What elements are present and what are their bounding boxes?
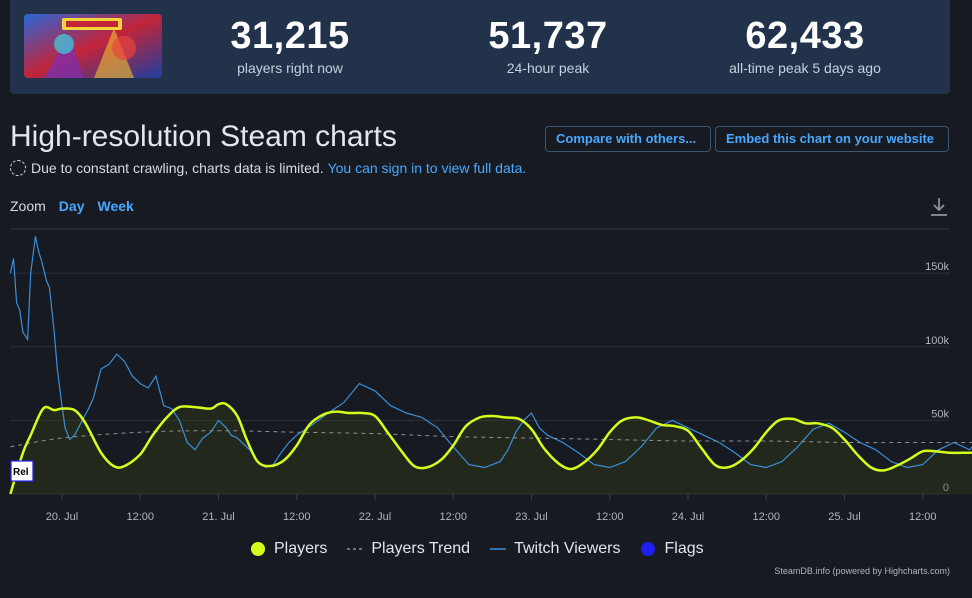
line-icon <box>490 548 507 550</box>
zoom-week-button[interactable]: Week <box>97 198 134 214</box>
stat-label: 24-hour peak <box>506 60 590 76</box>
x-tick-label: 23. Jul <box>515 511 547 523</box>
stat-label: players right now <box>237 60 343 76</box>
x-tick-label: 12:00 <box>283 511 311 523</box>
x-tick-label: 24. Jul <box>672 511 704 523</box>
embed-chart-button[interactable]: Embed this chart on your website <box>715 126 949 152</box>
game-thumbnail[interactable] <box>24 14 162 78</box>
legend-item-twitch-viewers[interactable]: Twitch Viewers <box>490 540 620 558</box>
zoom-day-button[interactable]: Day <box>58 198 85 214</box>
chart-legend: Players Players Trend Twitch Viewers Fla… <box>250 540 704 558</box>
players-area <box>10 403 972 494</box>
x-tick-label: 12:00 <box>596 511 624 523</box>
legend-label: Players <box>274 540 328 557</box>
zoom-label: Zoom <box>10 198 46 214</box>
compare-button[interactable]: Compare with others... <box>545 126 711 152</box>
legend-label: Flags <box>664 540 704 557</box>
legend-item-flags[interactable]: Flags <box>640 540 704 558</box>
chart-credit: SteamDB.info (powered by Highcharts.com) <box>774 566 950 576</box>
stat-current-players: 31,215 players right now <box>210 14 370 76</box>
chart-grid <box>10 228 950 500</box>
stats-header: 31,215 players right now 51,737 24-hour … <box>10 0 950 94</box>
legend-item-players-trend[interactable]: Players Trend <box>347 540 470 558</box>
dashed-circle-icon <box>10 160 26 176</box>
notice-text: Due to constant crawling, charts data is… <box>31 160 324 176</box>
players-line <box>9 401 972 495</box>
players-marker-icon <box>251 542 265 556</box>
x-tick-label: 25. Jul <box>828 511 860 523</box>
sign-in-link[interactable]: You can sign in to view full data. <box>327 160 527 176</box>
x-tick-label: 21. Jul <box>202 511 234 523</box>
legend-item-players[interactable]: Players <box>250 540 327 558</box>
x-tick-label: 12:00 <box>752 511 780 523</box>
y-tick-label: 0 <box>943 482 949 494</box>
chart-series <box>9 236 972 495</box>
download-icon[interactable] <box>929 196 949 218</box>
stat-value: 51,737 <box>488 15 608 57</box>
zoom-controls: Zoom Day Week <box>10 198 134 214</box>
stat-value: 62,433 <box>745 15 865 57</box>
players-trend-line <box>10 430 972 448</box>
legend-label: Twitch Viewers <box>514 540 621 557</box>
y-tick-label: 50k <box>931 408 949 420</box>
x-tick-label: 20. Jul <box>46 511 78 523</box>
y-tick-label: 150k <box>925 261 949 273</box>
y-tick-label: 100k <box>925 335 949 347</box>
flags-marker-icon <box>641 542 656 556</box>
x-tick-label: 12:00 <box>126 511 154 523</box>
dashed-line-icon <box>347 548 364 550</box>
stat-all-time-peak: 62,433 all-time peak 5 days ago <box>710 14 900 76</box>
stat-label: all-time peak 5 days ago <box>729 60 881 76</box>
flag-label: Rel <box>13 467 29 478</box>
page-title: High-resolution Steam charts <box>10 120 397 153</box>
x-axis-labels: 20. Jul 12:00 21. Jul 12:00 22. Jul 12:00 23. … <box>46 511 937 523</box>
stat-24h-peak: 51,737 24-hour peak <box>468 14 628 76</box>
stat-value: 31,215 <box>230 15 350 57</box>
x-tick-label: 12:00 <box>439 511 467 523</box>
x-tick-label: 22. Jul <box>359 511 391 523</box>
data-limit-notice: Due to constant crawling, charts data is… <box>10 160 526 176</box>
y-axis-labels: 0 50k 100k 150k <box>925 261 949 494</box>
release-flag[interactable]: Rel <box>10 460 34 482</box>
x-tick-label: 12:00 <box>909 511 937 523</box>
legend-label: Players Trend <box>371 540 471 557</box>
players-chart: 0 50k 100k 150k 20. Jul 12:00 21. Jul 12:00 22.… <box>9 228 972 523</box>
